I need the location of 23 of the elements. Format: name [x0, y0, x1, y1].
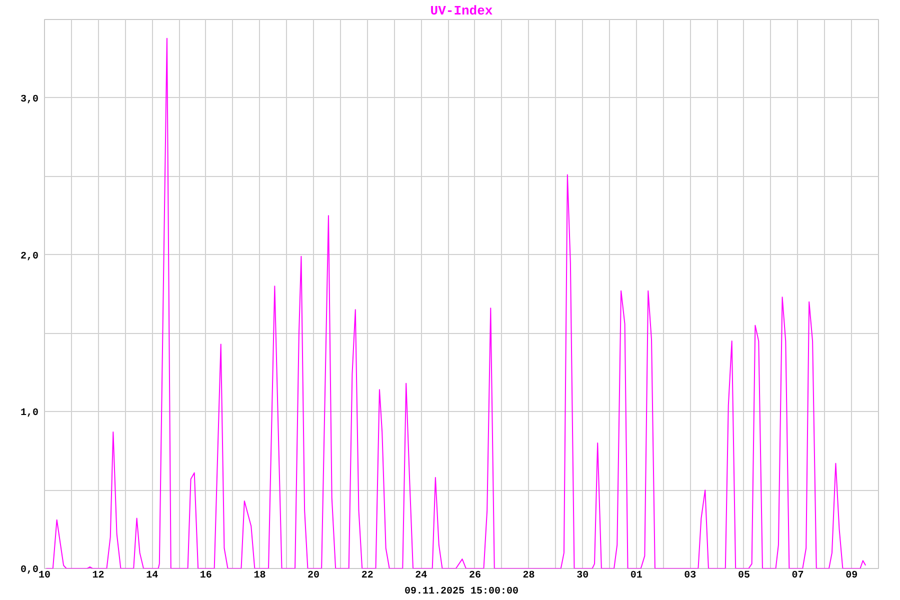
x-tick-label: 03	[684, 570, 696, 582]
x-tick-label: 30	[576, 570, 589, 582]
x-tick-label: 16	[200, 570, 212, 582]
x-tick-label: 14	[146, 570, 158, 582]
chart-title: UV-Index	[430, 4, 493, 18]
x-tick-label: 09	[846, 570, 858, 582]
x-tick-label: 12	[92, 570, 104, 582]
x-tick-label: 01	[630, 570, 642, 582]
x-tick-label: 28	[522, 570, 535, 582]
line-series	[46, 38, 866, 568]
y-tick-label: 1,0	[20, 408, 39, 420]
x-tick-label: 18	[254, 570, 266, 582]
x-tick-label: 24	[415, 570, 428, 582]
y-tick-label: 0,0	[20, 565, 39, 576]
y-tick-label: 2,0	[20, 251, 39, 262]
x-tick-label: 07	[792, 570, 804, 582]
y-tick-label: 3,0	[20, 94, 39, 106]
x-tick-label: 26	[468, 570, 481, 582]
x-axis-title: 09.11.2025 15:00:00	[404, 586, 519, 598]
x-tick-label: 22	[361, 570, 374, 582]
x-tick-label: 10	[38, 570, 51, 582]
x-tick-label: 20	[308, 570, 320, 582]
x-tick-label: 05	[738, 570, 750, 582]
